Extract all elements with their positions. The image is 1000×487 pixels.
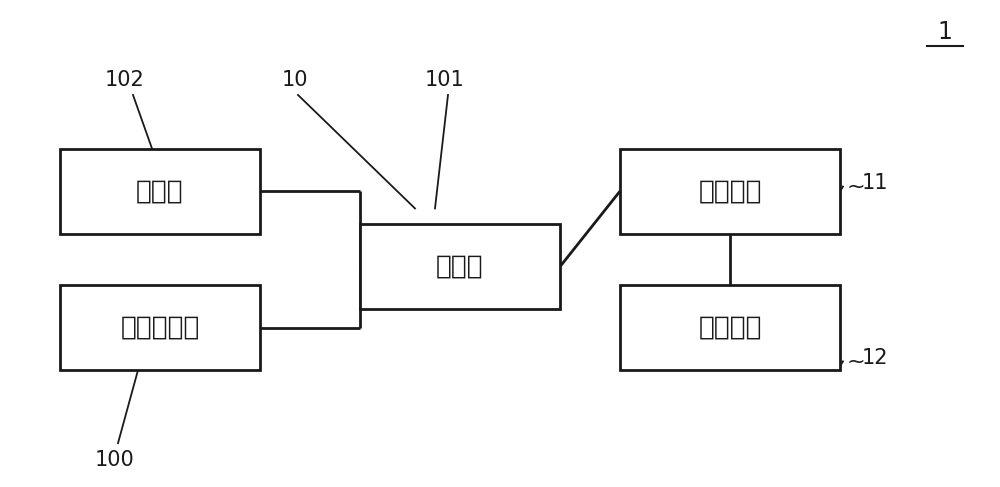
Text: 光学传感器: 光学传感器	[120, 315, 200, 340]
Text: 101: 101	[425, 70, 465, 91]
Text: 存储器: 存储器	[136, 178, 184, 204]
Text: 主机装置: 主机装置	[698, 178, 762, 204]
Bar	[60, 149, 260, 234]
Text: 显示装置: 显示装置	[698, 315, 762, 340]
Bar	[620, 149, 840, 234]
Text: 1: 1	[938, 19, 952, 44]
Text: 10: 10	[282, 70, 308, 91]
Text: 处理器: 处理器	[436, 254, 484, 280]
Text: ~: ~	[847, 176, 866, 197]
Text: ~: ~	[847, 351, 866, 372]
Bar	[620, 285, 840, 370]
Text: 100: 100	[95, 450, 135, 470]
Text: 102: 102	[105, 70, 145, 91]
Text: 11: 11	[862, 172, 888, 193]
Bar	[60, 285, 260, 370]
Bar	[360, 224, 560, 309]
Text: 12: 12	[862, 348, 888, 368]
